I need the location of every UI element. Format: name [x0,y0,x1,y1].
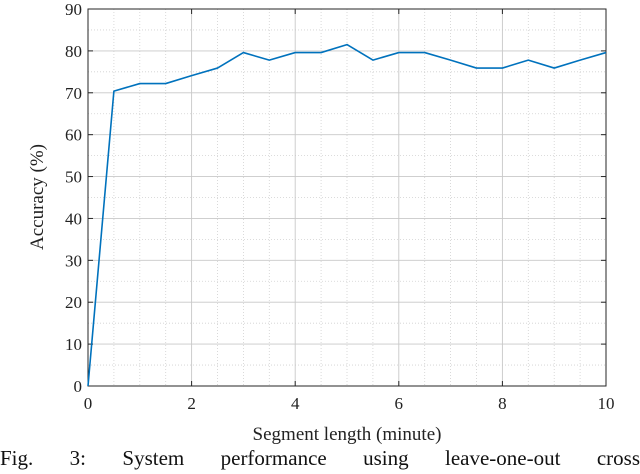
y-tick-label: 50 [65,168,82,187]
y-tick-label: 80 [65,42,82,61]
x-tick-label: 4 [291,394,300,413]
axis-ticks: 0 2 4 6 8 10 0 10 20 30 40 50 60 70 80 90 [65,0,615,413]
series-line [87,43,607,387]
y-tick-label: 60 [65,126,82,145]
y-tick-label: 10 [65,335,82,354]
y-tick-label: 40 [65,209,82,228]
x-axis-label: Segment length (minute) [253,424,442,445]
y-axis-label: Accuracy (%) [27,144,48,250]
plot-frame [87,8,607,387]
y-tick-label: 30 [65,251,82,270]
x-tick-label: 0 [84,394,93,413]
chart: 0 2 4 6 8 10 0 10 20 30 40 50 60 70 80 90 Segment lengt… [27,0,615,445]
x-tick-label: 6 [395,394,404,413]
x-tick-label: 10 [598,394,615,413]
y-tick-label: 70 [65,84,82,103]
y-tick-label: 0 [74,377,83,396]
series-layer [87,43,607,387]
figure-caption: Fig. 3: System performance using leave-o… [0,446,640,470]
y-tick-label: 20 [65,293,82,312]
y-tick-label: 90 [65,0,82,19]
x-tick-label: 8 [498,394,507,413]
x-tick-label: 2 [187,394,196,413]
